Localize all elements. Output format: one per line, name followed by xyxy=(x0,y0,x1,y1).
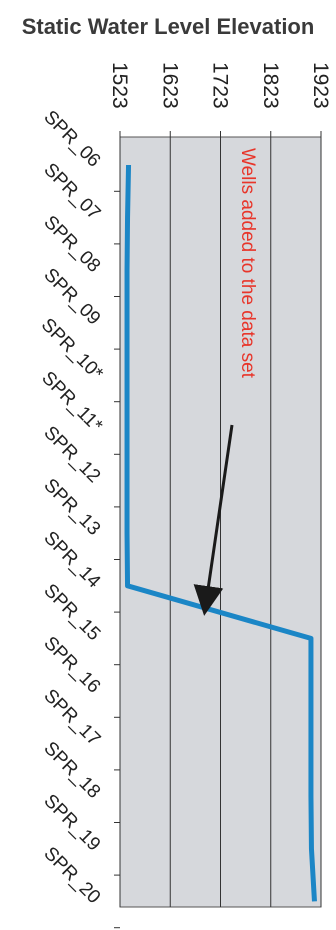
chart-title: Static Water Level Elevation xyxy=(21,14,315,39)
value-tick-label: 1523 xyxy=(108,62,131,109)
category-tick-label: SPR_19 xyxy=(39,790,104,855)
value-axis: 1523 1623 1723 1823 1923 xyxy=(108,62,332,137)
category-tick-label: SPR_16 xyxy=(39,633,104,698)
category-tick-label: SPR_13 xyxy=(39,475,104,540)
annotation-arrow xyxy=(193,424,234,616)
category-tick-label: SPR_17 xyxy=(39,685,104,750)
category-tick-label: SPR_15 xyxy=(39,580,104,645)
category-tick-label: SPR_07 xyxy=(39,159,104,224)
value-tick-label: 1823 xyxy=(259,62,282,109)
value-tick-label: 1723 xyxy=(209,62,232,109)
category-axis: SPR_06SPR_07SPR_08SPR_09SPR_10*SPR_11*SP… xyxy=(37,107,120,929)
category-tick-label: SPR_08 xyxy=(39,212,104,277)
gridlines xyxy=(119,137,322,907)
category-tick-label: SPR_20 xyxy=(39,843,104,908)
category-tick-label: SPR_14 xyxy=(39,527,104,592)
series-line xyxy=(124,164,317,902)
value-tick-label: 1923 xyxy=(309,62,332,109)
category-tick-label: SPR_18 xyxy=(39,738,104,803)
category-tick-label: SPR_06 xyxy=(39,107,104,172)
value-tick-label: 1623 xyxy=(158,62,181,109)
annotation-label: Wells added to the data set xyxy=(237,148,258,379)
